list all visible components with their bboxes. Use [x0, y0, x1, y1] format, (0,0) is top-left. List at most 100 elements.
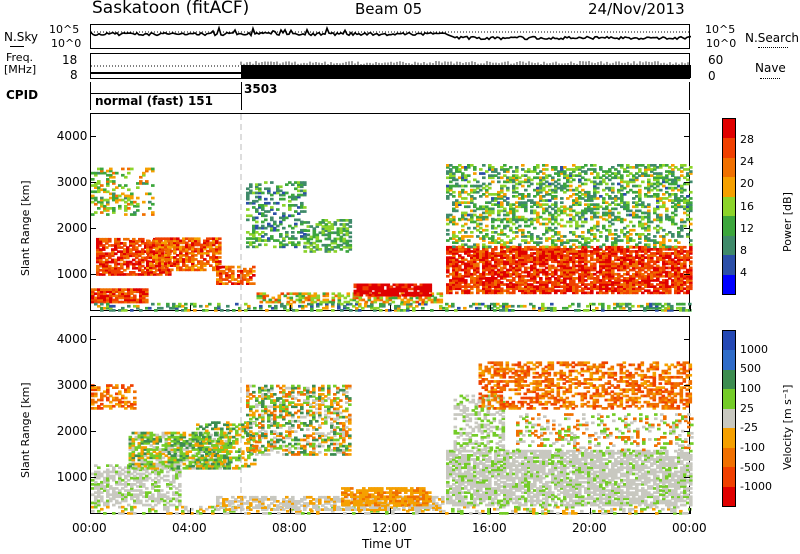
power-cell: [566, 168, 570, 171]
power-cell: [551, 283, 555, 286]
power-cell: [473, 270, 477, 274]
power-cell: [617, 279, 621, 282]
power-cell: [638, 170, 642, 173]
power-cell: [605, 283, 609, 286]
power-cell: [638, 203, 642, 206]
power-cell: [614, 281, 618, 284]
power-cell: [455, 274, 459, 278]
power-cell: [665, 272, 669, 276]
power-cell: [584, 190, 588, 194]
power-cell: [439, 300, 444, 304]
power-cell: [593, 283, 597, 286]
power-cell: [488, 207, 492, 211]
power-cell: [158, 237, 162, 241]
power-cell: [551, 235, 555, 238]
power-cell: [656, 207, 660, 211]
power-cell: [545, 272, 549, 276]
power-cell: [155, 254, 159, 257]
power-cell: [333, 237, 338, 241]
power-cell: [521, 184, 525, 188]
power-cell: [485, 235, 489, 238]
power-cell: [509, 178, 513, 182]
power-cell: [566, 268, 570, 272]
power-cell: [506, 211, 510, 215]
power-cell: [524, 281, 528, 284]
power-cell: [671, 266, 675, 270]
power-cell: [135, 250, 139, 253]
power-cell: [524, 254, 528, 257]
power-cell: [494, 285, 498, 288]
power-cell: [106, 209, 110, 212]
power-cell: [352, 296, 357, 300]
power-cell: [563, 274, 567, 278]
power-cell: [410, 287, 415, 291]
power-cell: [298, 304, 302, 308]
power-cell: [318, 248, 323, 251]
power-cell: [424, 302, 428, 306]
power-cell: [497, 237, 501, 240]
power-cell: [400, 309, 404, 312]
power-cell: [190, 302, 194, 306]
power-cell: [608, 266, 612, 270]
power-cell: [212, 239, 216, 243]
power-cell: [345, 227, 350, 230]
power-cell: [203, 264, 207, 267]
power-cell: [368, 289, 373, 293]
power-cell: [138, 239, 142, 243]
power-cell: [659, 172, 663, 175]
power-cell: [635, 272, 639, 276]
power-cell: [103, 190, 107, 194]
power-cell: [212, 254, 216, 257]
power-cell: [292, 300, 297, 304]
power-cell: [121, 309, 125, 312]
power-cell: [671, 186, 675, 190]
power-cell: [467, 174, 471, 177]
power-cell: [512, 270, 516, 274]
power-cell: [524, 260, 528, 264]
power-cell: [262, 294, 267, 298]
power-cell: [569, 258, 573, 262]
power-cell: [608, 178, 612, 182]
power-cell: [307, 292, 312, 296]
power-cell: [99, 256, 103, 260]
power-cell: [626, 190, 630, 194]
power-cell: [671, 283, 675, 286]
power-cell: [683, 283, 687, 286]
power-cell: [674, 239, 678, 242]
power-cell: [188, 268, 192, 272]
power-cell: [617, 272, 621, 276]
power-cell: [164, 237, 168, 241]
power-cell: [316, 309, 320, 312]
power-cell: [333, 231, 338, 235]
power-cell: [644, 226, 648, 230]
power-cell: [512, 291, 516, 295]
power-cell: [439, 298, 444, 302]
power-cell: [488, 174, 492, 177]
power-cell: [258, 226, 262, 230]
power-cell: [611, 222, 615, 226]
power-cell: [587, 250, 591, 253]
power-cell: [449, 164, 453, 167]
power-cell: [161, 241, 165, 245]
power-cell: [539, 283, 543, 286]
power-cell: [470, 256, 474, 259]
power-cell: [587, 277, 591, 280]
power-cell: [485, 248, 489, 251]
power-cell: [557, 172, 561, 175]
power-cell: [503, 224, 507, 228]
power-cell: [617, 250, 621, 253]
power-cell: [632, 283, 636, 286]
power-cell: [138, 250, 142, 253]
power-cell: [545, 260, 549, 264]
power-cell: [114, 252, 118, 256]
power-cell: [139, 175, 143, 179]
power-cell: [276, 208, 280, 211]
power-cell: [680, 279, 684, 282]
power-cell: [132, 237, 136, 241]
power-cell: [674, 291, 678, 295]
power-cell: [283, 294, 288, 298]
power-cell: [449, 285, 453, 288]
power-cell: [111, 268, 115, 272]
power-cell: [258, 183, 262, 186]
power-cell: [315, 239, 320, 243]
